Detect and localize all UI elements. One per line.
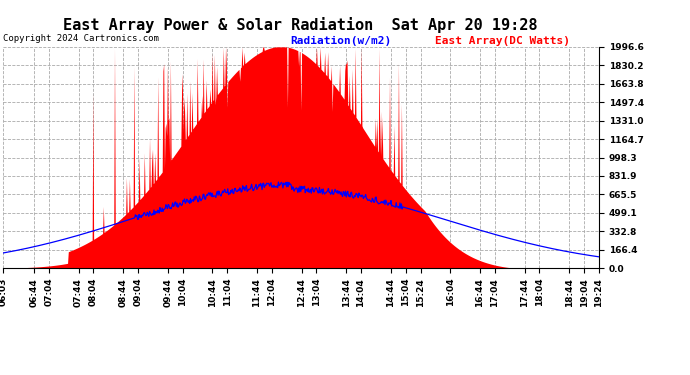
Text: Radiation(w/m2): Radiation(w/m2) xyxy=(290,36,391,46)
Text: East Array Power & Solar Radiation  Sat Apr 20 19:28: East Array Power & Solar Radiation Sat A… xyxy=(63,17,538,33)
Text: Copyright 2024 Cartronics.com: Copyright 2024 Cartronics.com xyxy=(3,34,159,43)
Text: East Array(DC Watts): East Array(DC Watts) xyxy=(435,36,570,46)
